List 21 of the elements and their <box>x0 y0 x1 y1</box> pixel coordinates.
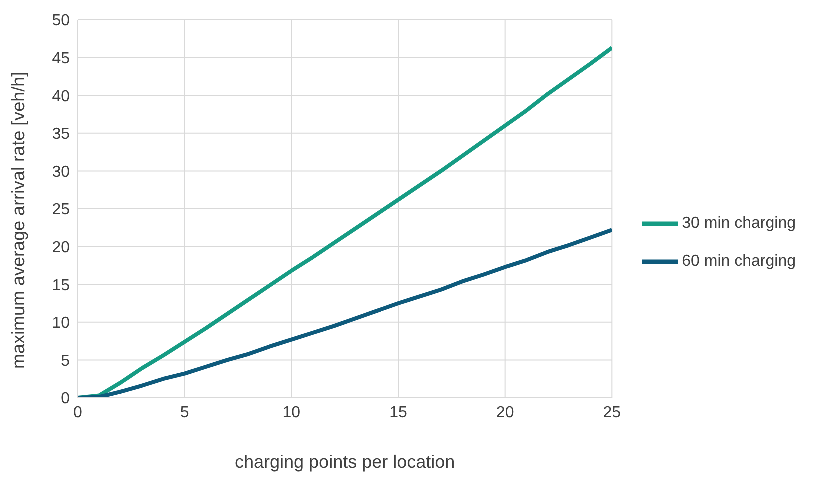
x-tick-label: 25 <box>603 404 622 422</box>
x-tick-label: 5 <box>180 404 190 422</box>
x-tick-label: 10 <box>282 404 301 422</box>
y-tick-label: 35 <box>52 126 70 144</box>
x-tick-label: 15 <box>390 404 408 422</box>
legend-label: 60 min charging <box>682 253 796 270</box>
x-tick-label: 0 <box>74 404 83 422</box>
y-axis-title: maximum average arrival rate [veh/h] <box>8 72 28 369</box>
y-tick-label: 5 <box>61 352 70 370</box>
y-tick-label: 25 <box>52 202 70 219</box>
legend-label: 30 min charging <box>682 215 796 232</box>
y-tick-label: 10 <box>52 315 70 332</box>
y-tick-label: 40 <box>52 88 70 106</box>
x-tick-label: 20 <box>496 404 514 422</box>
y-tick-label: 45 <box>52 50 70 68</box>
y-tick-label: 30 <box>52 164 70 181</box>
y-tick-label: 50 <box>52 12 70 30</box>
y-tick-label: 15 <box>52 277 70 294</box>
y-tick-label: 20 <box>52 239 70 256</box>
y-tick-label: 0 <box>61 390 70 408</box>
x-axis-title: charging points per location <box>235 452 456 472</box>
